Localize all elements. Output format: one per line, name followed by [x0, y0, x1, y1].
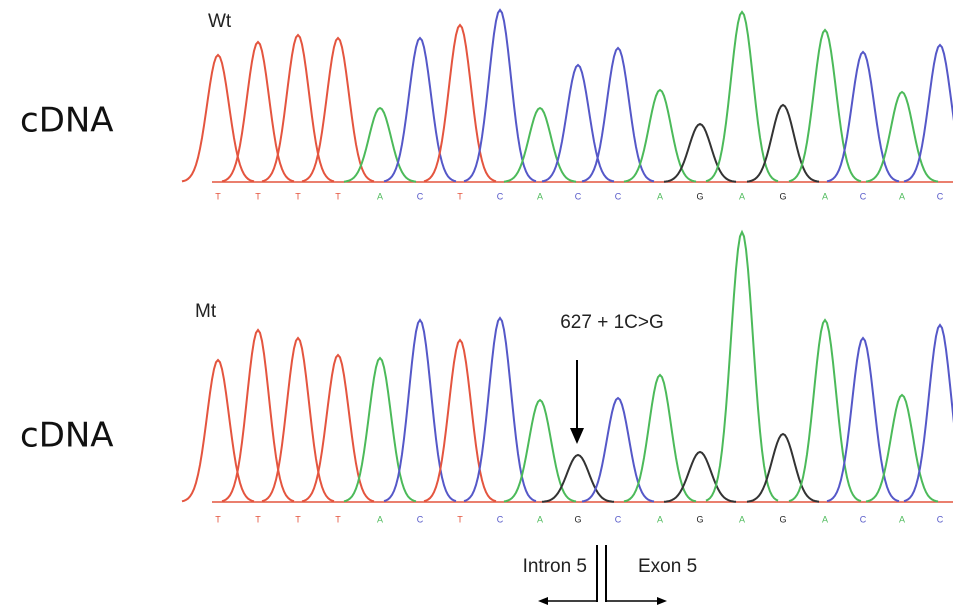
trace-peak — [582, 398, 654, 502]
base-call: A — [537, 514, 543, 524]
trace-peak — [904, 325, 953, 501]
base-call: G — [574, 514, 581, 524]
panel-label: Mt — [195, 301, 217, 322]
base-call: A — [822, 191, 828, 201]
base-call: C — [937, 191, 944, 201]
base-call: A — [657, 191, 663, 201]
base-call: C — [417, 514, 424, 524]
base-call: A — [377, 514, 383, 524]
base-call: A — [899, 191, 905, 201]
arrow-head — [570, 428, 584, 444]
base-call: C — [417, 191, 424, 201]
base-call: C — [860, 514, 867, 524]
side-label: cDNA — [20, 416, 114, 456]
base-call: T — [295, 191, 301, 201]
base-call: T — [457, 191, 463, 201]
trace-peak — [384, 320, 456, 501]
trace-peak — [827, 338, 899, 501]
base-call: C — [575, 191, 582, 201]
base-call: T — [255, 514, 261, 524]
base-call: C — [615, 191, 622, 201]
side-label: cDNA — [20, 101, 114, 141]
base-call: A — [822, 514, 828, 524]
base-call: T — [457, 514, 463, 524]
trace-peak — [464, 318, 536, 501]
figure: cDNA cDNA Wt Mt 627 + 1C>G Intron 5 Exon… — [0, 0, 953, 610]
arrow-head — [657, 597, 667, 605]
base-call: C — [497, 191, 504, 201]
base-call: C — [615, 514, 622, 524]
trace-peak — [904, 45, 953, 181]
trace-peak — [706, 232, 778, 501]
trace-peak — [384, 38, 456, 181]
trace-peak — [504, 400, 576, 502]
base-call: T — [215, 191, 221, 201]
base-call: T — [255, 191, 261, 201]
base-call: G — [779, 514, 786, 524]
base-call: T — [295, 514, 301, 524]
trace-peak — [262, 35, 334, 181]
trace-peak — [222, 330, 294, 501]
trace-peak — [664, 452, 736, 502]
base-call: C — [937, 514, 944, 524]
exon-label: Exon 5 — [638, 556, 697, 577]
base-call: T — [335, 191, 341, 201]
base-call: A — [739, 191, 745, 201]
base-call: A — [899, 514, 905, 524]
base-call: G — [696, 514, 703, 524]
base-call: C — [860, 191, 867, 201]
trace-peak — [262, 338, 334, 501]
panel-label: Wt — [208, 11, 232, 32]
base-call: A — [739, 514, 745, 524]
base-call: A — [657, 514, 663, 524]
base-call: A — [537, 191, 543, 201]
intron-label: Intron 5 — [523, 556, 587, 577]
trace-peak — [424, 25, 496, 181]
base-call: G — [696, 191, 703, 201]
mutation-label: 627 + 1C>G — [560, 312, 664, 333]
base-call: T — [335, 514, 341, 524]
trace-peak — [827, 52, 899, 181]
trace-peak — [582, 48, 654, 181]
trace-peak — [222, 42, 294, 181]
base-call: G — [779, 191, 786, 201]
base-call: C — [497, 514, 504, 524]
arrow-head — [538, 597, 548, 605]
base-call: A — [377, 191, 383, 201]
base-call: T — [215, 514, 221, 524]
